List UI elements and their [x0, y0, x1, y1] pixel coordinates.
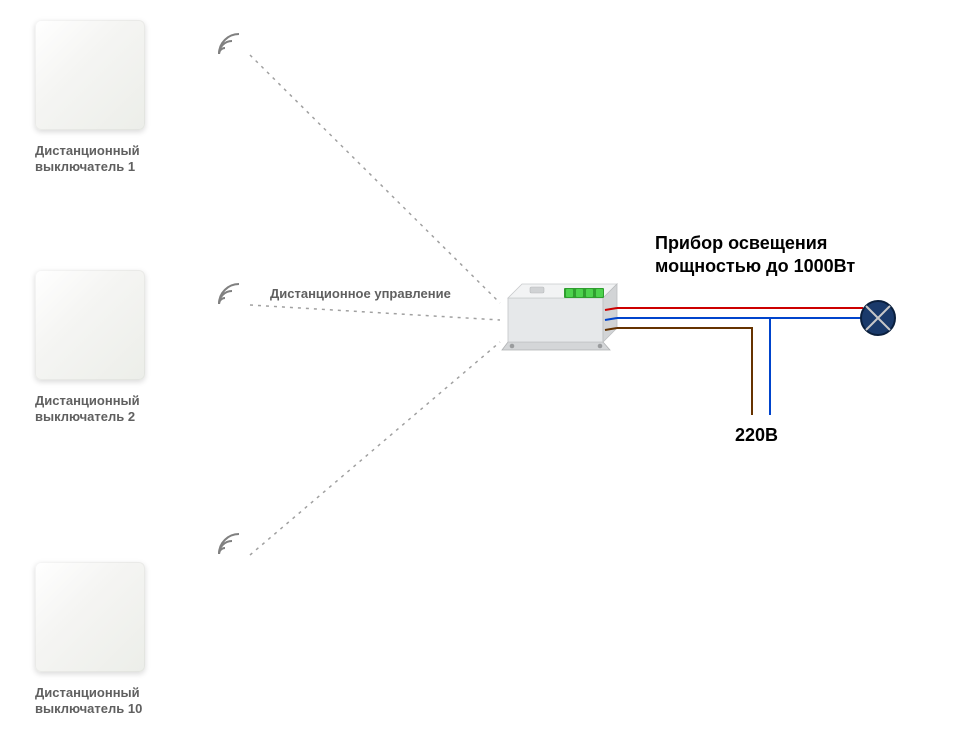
wiring	[617, 308, 863, 415]
switch-label-line2: выключатель 10	[35, 701, 142, 716]
wifi-icon	[215, 530, 243, 558]
remote-switch-1-label: Дистанционный выключатель 1	[35, 143, 195, 176]
switch-label-line1: Дистанционный	[35, 393, 140, 408]
voltage-label: 220В	[735, 425, 778, 446]
remote-control-label: Дистанционное управление	[270, 286, 451, 301]
remote-switch-1	[35, 20, 145, 130]
light-title-line2: мощностью до 1000Вт	[655, 256, 855, 276]
lighting-device-title: Прибор освещения мощностью до 1000Вт	[655, 232, 855, 277]
switch-label-line2: выключатель 2	[35, 409, 135, 424]
lamp-icon	[861, 301, 895, 335]
diagram-overlay	[0, 0, 967, 739]
remote-switch-10-label: Дистанционный выключатель 10	[35, 685, 195, 718]
dashed-connection-lines	[250, 55, 500, 555]
switch-label-line2: выключатель 1	[35, 159, 135, 174]
switch-label-line1: Дистанционный	[35, 685, 140, 700]
remote-switch-2-label: Дистанционный выключатель 2	[35, 393, 195, 426]
remote-switch-10	[35, 562, 145, 672]
light-title-line1: Прибор освещения	[655, 233, 827, 253]
wifi-icon	[215, 30, 243, 58]
switch-label-line1: Дистанционный	[35, 143, 140, 158]
wifi-icon	[215, 280, 243, 308]
receiver-module-icon	[502, 284, 617, 350]
remote-switch-2	[35, 270, 145, 380]
